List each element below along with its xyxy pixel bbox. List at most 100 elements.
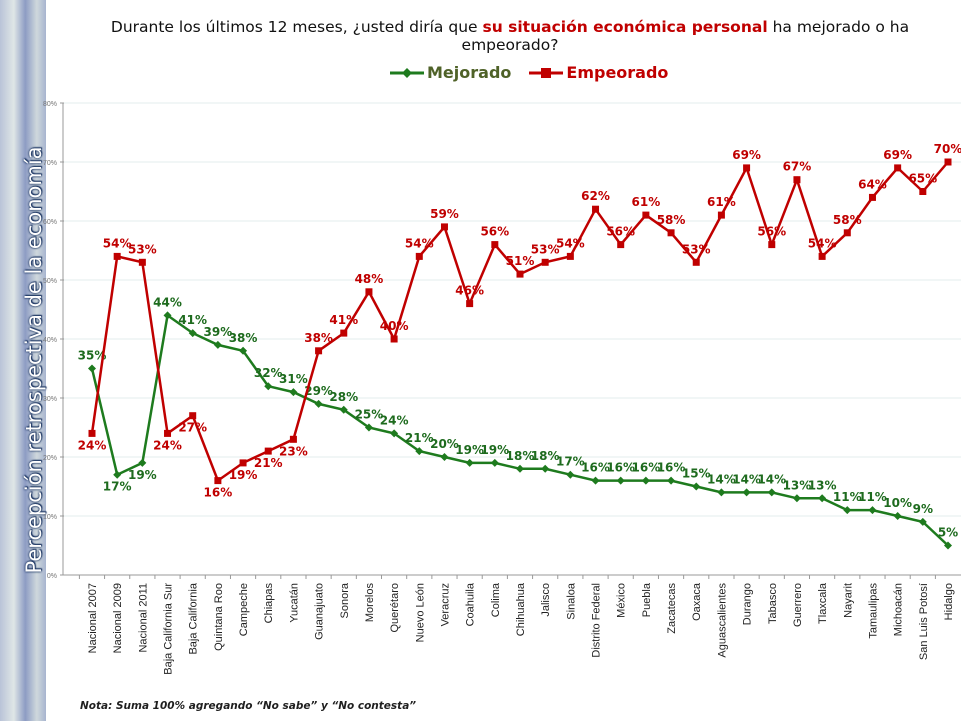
- data-point: [289, 388, 298, 397]
- data-point: [214, 477, 222, 485]
- data-label: 19%: [128, 468, 157, 482]
- x-tick-label: Nacional 2011: [137, 583, 149, 653]
- data-label: 59%: [430, 207, 459, 221]
- x-tick-label: Querétaro: [389, 583, 401, 633]
- data-label: 9%: [913, 502, 933, 516]
- data-point: [88, 429, 96, 437]
- data-point: [113, 252, 121, 260]
- data-point: [213, 340, 222, 349]
- data-label: 17%: [556, 455, 585, 469]
- data-point: [767, 488, 776, 497]
- data-point: [541, 464, 550, 473]
- data-label: 15%: [682, 467, 711, 481]
- x-tick-label: Tabasco: [767, 583, 779, 624]
- x-tick-label: Campeche: [238, 583, 250, 636]
- data-point: [365, 288, 373, 296]
- data-label: 44%: [153, 295, 182, 309]
- data-label: 19%: [229, 468, 258, 482]
- data-label: 41%: [178, 313, 207, 327]
- data-label: 20%: [430, 437, 459, 451]
- data-label: 41%: [329, 313, 358, 327]
- data-label: 14%: [707, 472, 736, 486]
- data-point: [616, 476, 625, 485]
- x-tick-label: Baja California: [188, 582, 200, 654]
- data-point: [918, 517, 927, 526]
- data-point: [617, 241, 625, 249]
- data-label: 54%: [556, 236, 585, 250]
- x-tick-label: Distrito Federal: [591, 583, 603, 658]
- data-label: 24%: [380, 413, 409, 427]
- data-label: 58%: [833, 213, 862, 227]
- data-label: 38%: [304, 331, 333, 345]
- data-point: [264, 382, 273, 391]
- data-label: 54%: [405, 236, 434, 250]
- data-point: [894, 164, 902, 172]
- data-label: 70%: [934, 142, 961, 156]
- data-point: [239, 459, 247, 467]
- y-tick-label: 20%: [43, 455, 57, 462]
- data-point: [818, 252, 826, 260]
- series-line-mejorado: [90, 313, 949, 547]
- data-label: 13%: [783, 478, 812, 492]
- x-tick-label: Colima: [490, 582, 502, 617]
- x-tick-label: Yucatán: [288, 583, 300, 623]
- x-tick-label: Michoacán: [893, 583, 905, 636]
- data-label: 69%: [883, 148, 912, 162]
- data-point: [919, 188, 927, 195]
- data-point: [113, 470, 122, 479]
- data-label: 53%: [128, 242, 157, 256]
- x-tick-label: Aguascalientes: [716, 583, 728, 658]
- data-point: [792, 494, 801, 503]
- data-label: 35%: [78, 349, 107, 363]
- data-point: [768, 241, 776, 249]
- data-point: [944, 541, 952, 550]
- data-label: 18%: [506, 449, 535, 463]
- legend: Mejorado Empeorado: [390, 63, 668, 82]
- data-label: 56%: [480, 225, 509, 239]
- data-label: 10%: [883, 496, 912, 510]
- data-label: 11%: [858, 490, 887, 504]
- x-tick-label: Sinaloa: [565, 582, 577, 620]
- data-point: [893, 512, 902, 520]
- data-label: 56%: [757, 225, 786, 239]
- data-label: 38%: [229, 331, 258, 345]
- x-tick-label: Jalisco: [540, 583, 552, 617]
- x-tick-label: San Luis Potosí: [918, 583, 930, 660]
- data-label: 58%: [657, 213, 686, 227]
- data-label: 24%: [78, 438, 107, 452]
- data-point: [843, 506, 852, 515]
- data-point: [667, 229, 675, 237]
- x-tick-label: Nuevo León: [414, 583, 426, 642]
- x-tick-label: Sonora: [339, 582, 351, 618]
- title-highlight: su situación económica personal: [482, 18, 768, 36]
- data-point: [340, 329, 348, 337]
- x-tick-label: Zacatecas: [666, 583, 678, 634]
- data-label: 61%: [632, 195, 661, 209]
- data-label: 25%: [355, 408, 384, 422]
- data-label: 13%: [808, 478, 837, 492]
- data-point: [692, 482, 701, 491]
- data-label: 39%: [204, 325, 233, 339]
- x-tick-label: Veracruz: [439, 583, 451, 626]
- x-tick-label: Guerrero: [792, 583, 804, 627]
- data-label: 62%: [581, 189, 610, 203]
- data-point: [491, 241, 499, 249]
- x-tick-label: Chiapas: [263, 583, 275, 624]
- data-point: [138, 258, 146, 266]
- data-label: 19%: [480, 443, 509, 457]
- data-label: 54%: [103, 236, 132, 250]
- data-point: [138, 458, 147, 467]
- data-label: 16%: [632, 461, 661, 475]
- x-tick-label: Puebla: [641, 582, 653, 617]
- data-label: 69%: [732, 148, 761, 162]
- data-label: 48%: [355, 272, 384, 286]
- data-point: [314, 399, 323, 408]
- data-point: [88, 364, 96, 373]
- legend-item-mejorado: Mejorado: [390, 63, 511, 82]
- x-tick-label: Tamaulipas: [867, 583, 879, 639]
- data-point: [516, 270, 524, 278]
- data-label: 5%: [938, 526, 958, 540]
- y-tick-label: 40%: [43, 337, 57, 344]
- x-tick-label: Guanajuato: [314, 583, 326, 640]
- x-tick-label: Nacional 2009: [112, 583, 124, 653]
